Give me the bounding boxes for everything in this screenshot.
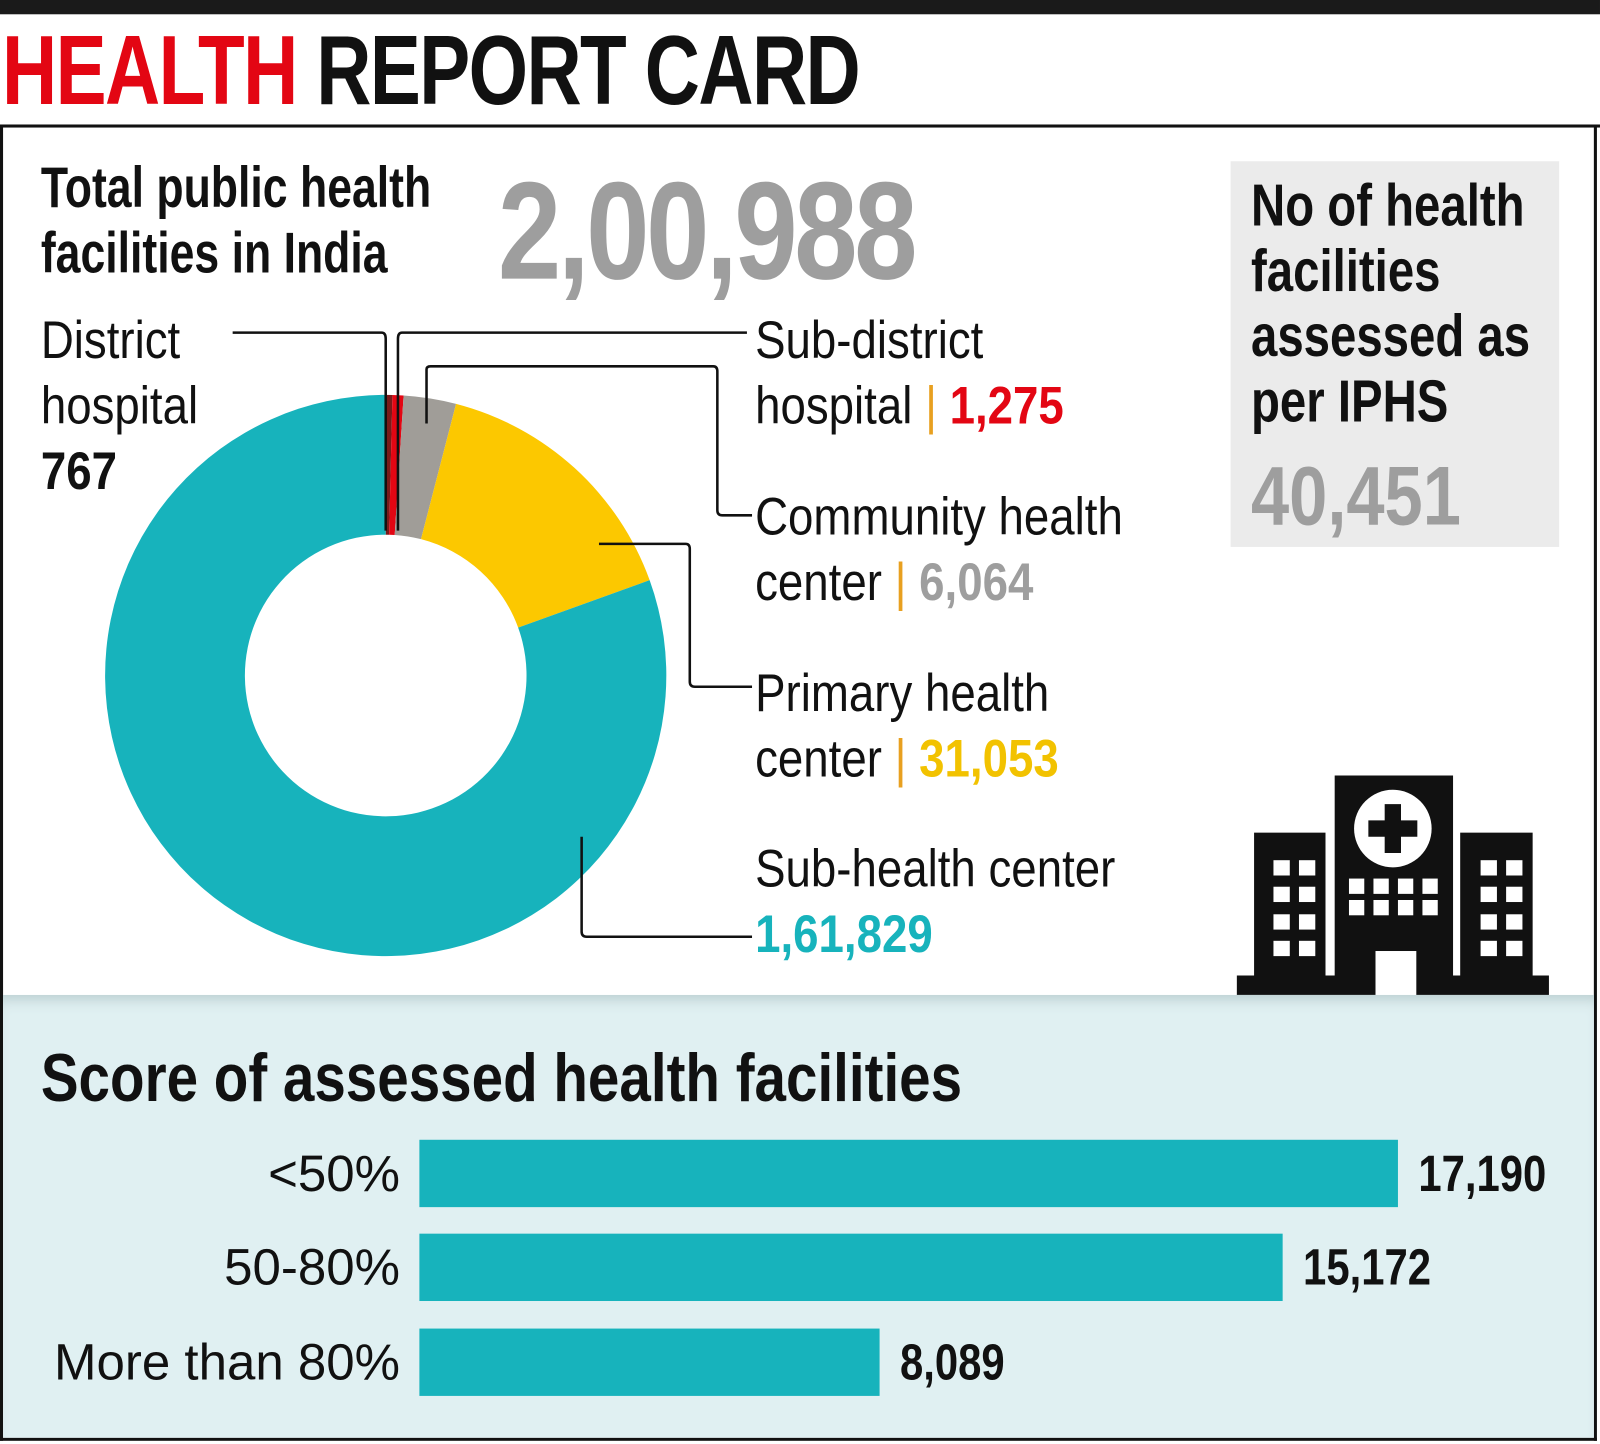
leader-line-sub-district xyxy=(396,331,747,531)
leader-line-phc xyxy=(598,542,753,689)
label-chc: Community health center | 6,064 xyxy=(755,487,1123,613)
label-district: District hospital 767 xyxy=(40,311,199,502)
leader-line-district xyxy=(232,331,387,531)
score-title: Score of assessed health facilities xyxy=(40,1039,963,1116)
assessed-label: No of health facilities assessed as per IPH… xyxy=(1251,172,1531,435)
bar xyxy=(419,1328,880,1396)
label-sub-district: Sub-district hospital | 1,275 xyxy=(755,311,1064,436)
divider xyxy=(0,124,1600,128)
label-phc: Primary health center | 31,053 xyxy=(755,664,1059,789)
bar xyxy=(419,1139,1398,1208)
bar-value-label: 17,190 xyxy=(1418,1144,1547,1203)
hospital-building-icon xyxy=(1236,775,1549,996)
donut-slice-1 xyxy=(389,394,404,535)
donut-chart xyxy=(105,331,753,957)
donut-slice-2 xyxy=(394,395,457,540)
leader-lines xyxy=(232,331,753,939)
top-bar xyxy=(0,0,1600,15)
bar-value-label: 8,089 xyxy=(900,1333,1005,1391)
assessed-box xyxy=(1230,161,1560,547)
bar xyxy=(419,1233,1284,1302)
bar-category-label: More than 80% xyxy=(53,1333,400,1391)
donut-slice-3 xyxy=(421,403,650,628)
total-value: 2,00,988 xyxy=(497,153,918,309)
donut-slice-4 xyxy=(105,394,667,957)
donut-slice-0 xyxy=(385,394,393,535)
leader-line-chc xyxy=(425,365,753,517)
page-title: HEALTH REPORT CARD xyxy=(2,16,861,126)
frame xyxy=(0,126,1597,1441)
leader-line-shc xyxy=(580,836,753,939)
bar-value-label: 15,172 xyxy=(1303,1238,1432,1296)
total-label: Total public health facilities in India xyxy=(40,155,432,285)
bar-category-label: <50% xyxy=(268,1144,400,1203)
assessed-value: 40,451 xyxy=(1251,449,1461,543)
label-shc: Sub-health center 1,61,829 xyxy=(755,839,1116,965)
bar-category-label: 50-80% xyxy=(224,1238,400,1296)
